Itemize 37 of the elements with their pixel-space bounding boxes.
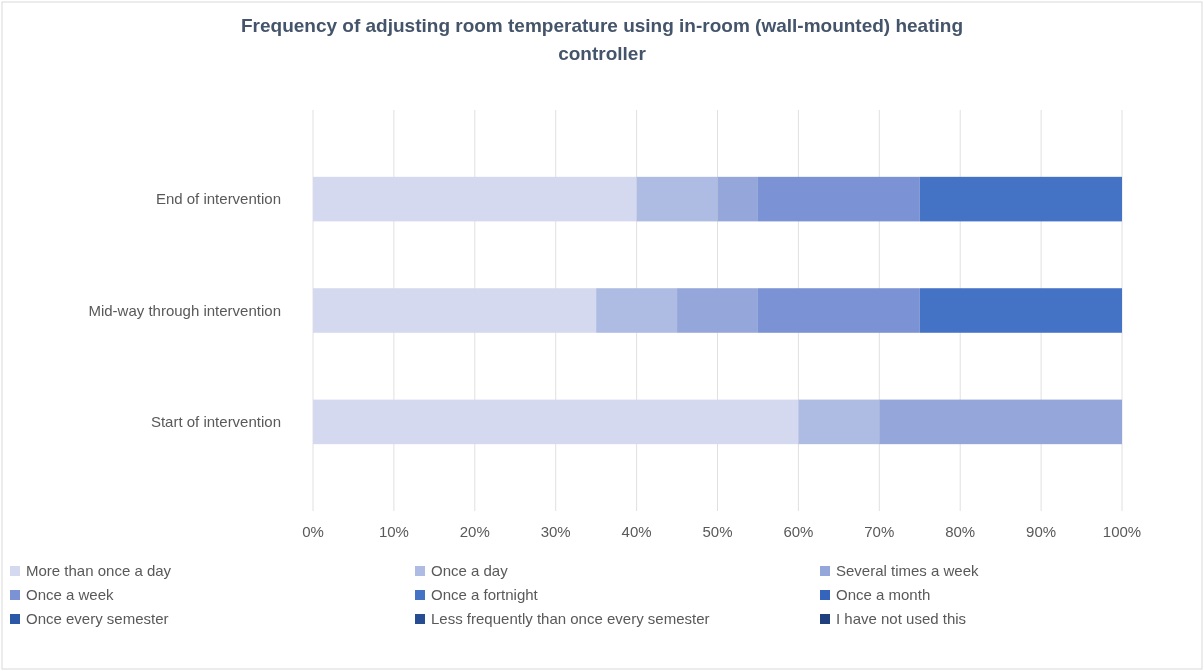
bar (313, 176, 637, 222)
y-tick-label: End of intervention (155, 190, 281, 208)
bar (757, 176, 920, 222)
y-tick-label: Start of intervention (150, 412, 281, 430)
bar (313, 288, 597, 333)
bar (798, 399, 880, 445)
x-tick-label: 30% (540, 523, 571, 540)
x-tick-label: 0% (302, 523, 324, 540)
bar (757, 288, 920, 333)
x-tick-label: 10% (378, 523, 409, 540)
legend-label: Once a day (431, 562, 509, 579)
legend-label: Several times a week (836, 562, 980, 579)
legend-label: Once a month (836, 586, 931, 603)
bar (919, 176, 1122, 222)
x-tick-label: 40% (621, 523, 652, 540)
x-tick-label: 80% (945, 523, 976, 540)
bar (313, 399, 799, 445)
legend-label: Once a week (26, 586, 115, 603)
legend-label: I have not used this (836, 610, 967, 627)
legend-label: Once every semester (26, 610, 169, 627)
x-tick-label: 100% (1102, 523, 1142, 540)
bar (717, 176, 758, 222)
x-tick-label: 90% (1026, 523, 1057, 540)
legend-label: Less frequently than once every semester (431, 610, 710, 627)
legend-label: More than once a day (26, 562, 172, 579)
bar (919, 288, 1122, 333)
y-tick-label: Mid-way through intervention (88, 301, 281, 319)
bar (636, 176, 718, 222)
x-tick-label: 20% (459, 523, 490, 540)
x-tick-label: 50% (702, 523, 733, 540)
bar (596, 288, 678, 333)
x-tick-label: 70% (864, 523, 895, 540)
bar (879, 399, 1122, 445)
x-tick-label: 60% (783, 523, 814, 540)
chart-title: Frequency of adjusting room temperature using in-room (wall-mounted) heating controller (240, 15, 964, 64)
bar (677, 288, 758, 333)
legend-label: Once a fortnight (431, 586, 539, 603)
